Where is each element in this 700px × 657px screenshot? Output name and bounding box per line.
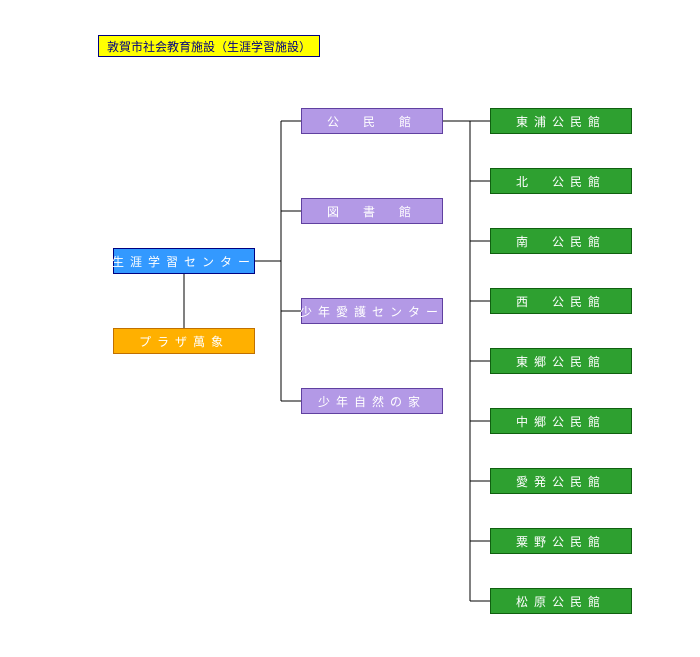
mid-node-2: 少年愛護センター bbox=[301, 298, 443, 324]
title-box: 敦賀市社会教育施設（生涯学習施設） bbox=[98, 35, 320, 57]
leaf-node-4: 東郷公民館 bbox=[490, 348, 632, 374]
connector-lines bbox=[0, 0, 700, 657]
leaf-node-3: 西 公民館 bbox=[490, 288, 632, 314]
root-node: 生涯学習センター bbox=[113, 248, 255, 274]
leaf-node-8: 松原公民館 bbox=[490, 588, 632, 614]
leaf-node-6: 愛発公民館 bbox=[490, 468, 632, 494]
plaza-node: プラザ萬象 bbox=[113, 328, 255, 354]
mid-node-3: 少年自然の家 bbox=[301, 388, 443, 414]
mid-node-0: 公 民 館 bbox=[301, 108, 443, 134]
leaf-node-7: 粟野公民館 bbox=[490, 528, 632, 554]
mid-node-1: 図 書 館 bbox=[301, 198, 443, 224]
leaf-node-1: 北 公民館 bbox=[490, 168, 632, 194]
leaf-node-5: 中郷公民館 bbox=[490, 408, 632, 434]
leaf-node-2: 南 公民館 bbox=[490, 228, 632, 254]
leaf-node-0: 東浦公民館 bbox=[490, 108, 632, 134]
